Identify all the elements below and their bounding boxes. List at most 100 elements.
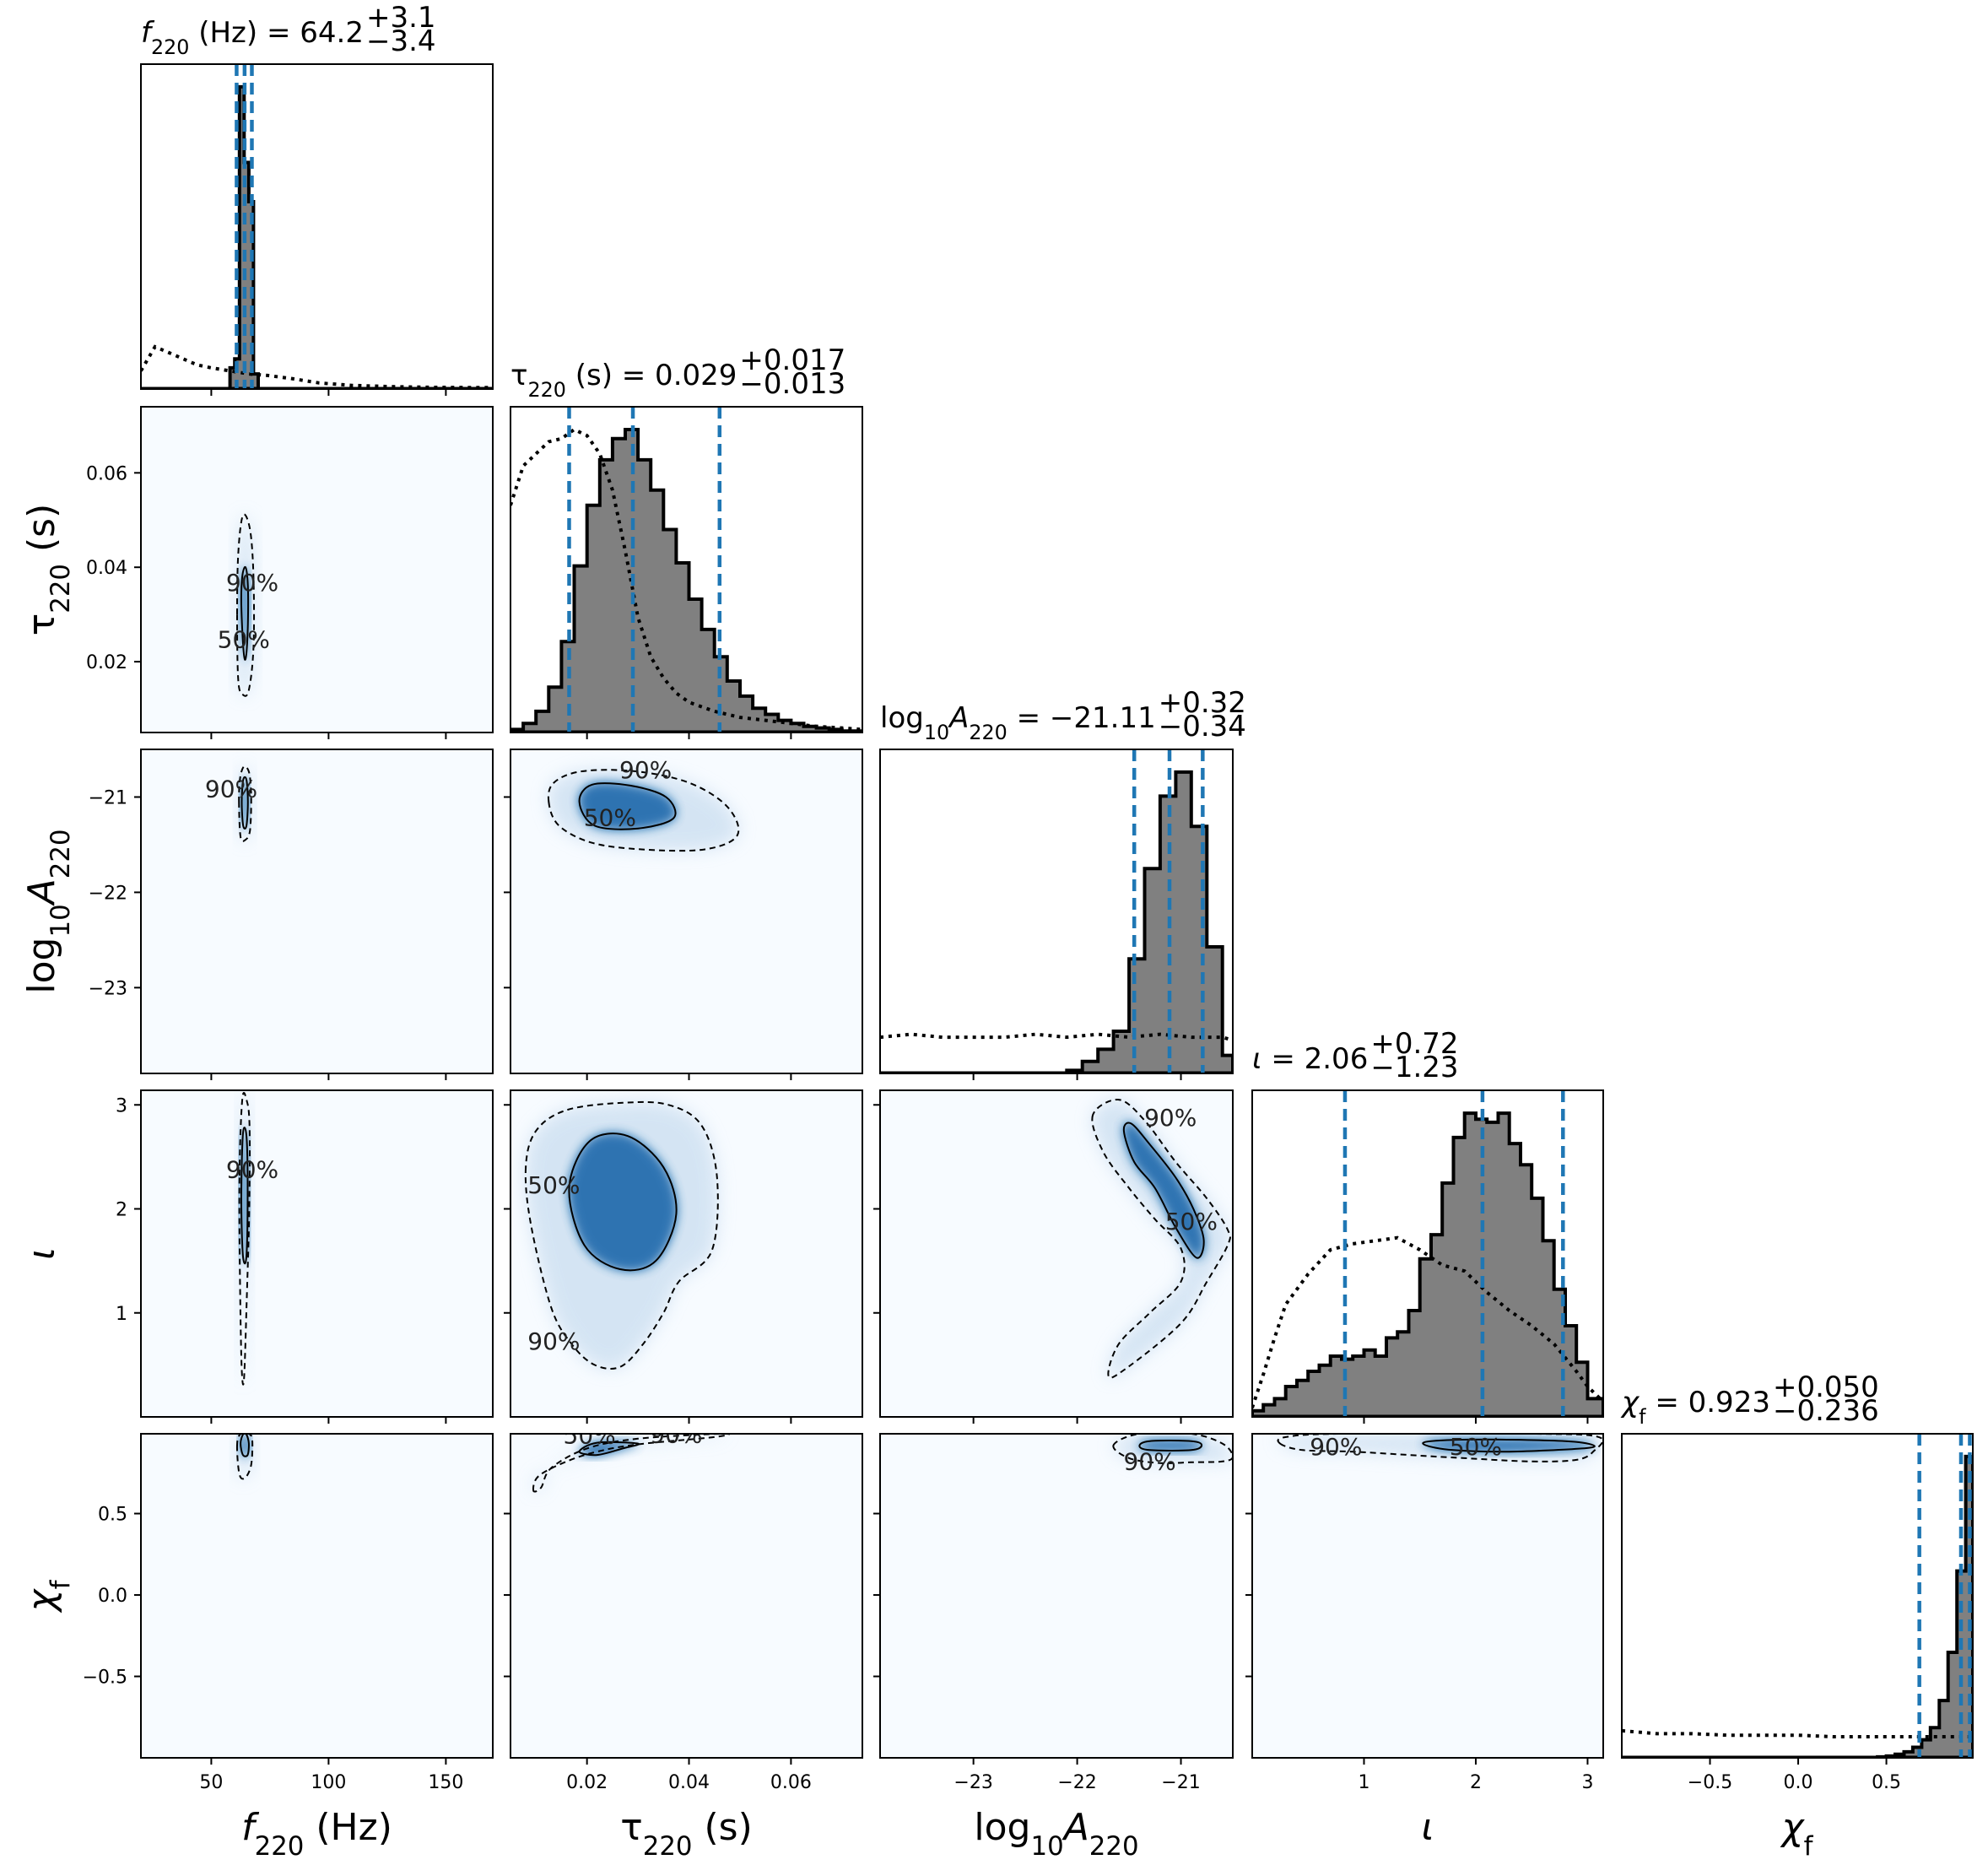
x-tick-label: 50 — [199, 1772, 223, 1793]
panel-frame — [1251, 1089, 1604, 1418]
y-axis-label-chif: χf — [20, 1579, 76, 1613]
y-axis-label-iota: ι — [20, 1247, 63, 1260]
x-tick-label: 0.06 — [770, 1772, 812, 1793]
title-upper-error: +0.017 — [739, 343, 845, 377]
panel-title-logA220: log10A220 = −21.11 — [880, 701, 1156, 744]
hist-panel-tau220: τ220 (s) = 0.029 +0.017−0.013 — [510, 343, 863, 733]
pair-panel-tau220-logA220: 90% 50% — [510, 749, 863, 1074]
y-tick-label: −21 — [89, 787, 127, 808]
prior-hist — [1252, 1235, 1603, 1408]
density-background — [141, 749, 493, 1073]
contour-label-50: 50% — [218, 625, 270, 653]
contour-50 — [240, 776, 249, 830]
contour-50 — [1422, 1438, 1596, 1453]
yticks-logA220-col0: −23 −22 −21 — [89, 787, 141, 999]
x-axis-label-chif: χf — [1780, 1806, 1814, 1862]
y-tick-label: 0.02 — [86, 652, 127, 673]
density-background — [880, 1434, 1233, 1758]
contour-label-90: 90% — [1144, 1104, 1197, 1132]
panel-frame — [510, 1089, 863, 1418]
y-tick-label: 0.04 — [86, 558, 127, 579]
contour-90 — [1277, 1434, 1603, 1462]
contour-50 — [578, 1441, 640, 1457]
pair-panel-f220-chif — [140, 1433, 494, 1759]
panel-frame — [140, 749, 494, 1074]
density-background — [141, 1090, 493, 1417]
yticks-tau220-col0: 0.02 0.04 0.06 — [86, 463, 141, 673]
contour-50 — [578, 782, 677, 830]
x-tick-label: 100 — [311, 1772, 346, 1793]
panel-frame — [879, 749, 1234, 1074]
xticks-tau220-row2 — [586, 1073, 792, 1080]
title-lower-error: −0.34 — [1159, 710, 1246, 743]
xticks-logA220-row4: −23 −22 −21 — [953, 1758, 1201, 1793]
density-outer — [1092, 1100, 1230, 1378]
contour-label-50: 50% — [1165, 1208, 1218, 1235]
y-tick-label: 3 — [116, 1095, 127, 1116]
x-tick-label: 0.04 — [668, 1772, 710, 1793]
xticks-f220-row3 — [210, 1417, 447, 1424]
prior-hist — [880, 1032, 1233, 1042]
hist-panel-chif: χf = 0.923 +0.050−0.236 — [1620, 1370, 1974, 1759]
xticks-f220-row1 — [210, 732, 447, 739]
density-core — [579, 783, 676, 830]
panel-title-iota: ι = 2.06 — [1252, 1042, 1368, 1076]
title-upper-error: +0.050 — [1773, 1370, 1879, 1404]
title-lower-error: −1.23 — [1370, 1051, 1458, 1084]
title-lower-error: −3.4 — [366, 24, 436, 58]
x-tick-label: −22 — [1057, 1772, 1096, 1793]
panel-title-f220: f220 (Hz) = 64.2 — [141, 16, 364, 59]
contour-label-90: 90% — [1124, 1447, 1176, 1475]
hist-panel-iota: ι = 2.06 +0.72−1.23 — [1251, 1027, 1604, 1418]
density-background — [880, 1090, 1233, 1417]
panel-title-chif: χf = 0.923 — [1620, 1386, 1770, 1429]
pair-panel-f220-iota: 90% — [140, 1089, 494, 1418]
contour-90 — [1091, 1099, 1231, 1379]
posterior-hist-fill — [1067, 771, 1233, 1073]
pair-panel-iota-chif: 90% 50% — [1251, 1433, 1604, 1759]
y-axis-label-logA220: log10A220 — [20, 829, 76, 993]
yticks-chif-col2 — [873, 1512, 880, 1678]
contour-label-50: 50% — [564, 1422, 616, 1450]
xticks-f220-row4: 50 100 150 — [199, 1758, 463, 1793]
x-tick-label: 0.02 — [566, 1772, 608, 1793]
panel-title-tau220: τ220 (s) = 0.029 — [511, 359, 737, 402]
contour-50 — [1122, 1122, 1205, 1259]
contour-90 — [235, 513, 256, 697]
contour-label-90: 90% — [226, 1156, 278, 1184]
contour-90 — [1112, 1434, 1233, 1464]
y-tick-label: 0.5 — [98, 1505, 127, 1526]
panel-frame — [510, 749, 863, 1074]
yticks-iota-col0: 1 2 3 — [116, 1095, 141, 1325]
hist-panel-f220: f220 (Hz) = 64.2 +3.1−3.4 — [140, 1, 494, 390]
xticks-tau220-row3 — [586, 1417, 792, 1424]
contour-50 — [240, 1127, 249, 1265]
panel-frame — [1621, 1433, 1974, 1759]
density-core — [569, 1133, 677, 1271]
x-tick-label: 2 — [1470, 1772, 1482, 1793]
density-core — [240, 1434, 249, 1457]
contour-label-50: 50% — [1450, 1433, 1502, 1461]
title-lower-error: −0.236 — [1773, 1394, 1879, 1428]
posterior-hist-fill — [1252, 1113, 1603, 1417]
x-axis-label-tau220: τ220 (s) — [620, 1806, 753, 1862]
panel-frame — [879, 1089, 1234, 1418]
pair-panel-tau220-chif: 90% 50% — [510, 1422, 863, 1759]
contour-label-50: 50% — [584, 803, 636, 831]
panel-frame — [140, 1089, 494, 1418]
x-axis-label-iota: ι — [1422, 1806, 1434, 1849]
density-background — [1252, 1434, 1603, 1758]
xticks-tau220-row1 — [586, 732, 792, 739]
density-core — [241, 776, 248, 829]
yticks-logA220-col1 — [504, 796, 511, 989]
density-core — [1423, 1439, 1595, 1452]
xticks-chif-row4: −0.5 0.0 0.5 — [1688, 1758, 1901, 1793]
posterior-hist-outline — [1065, 770, 1233, 1073]
panel-frame — [140, 406, 494, 733]
xticks-iota-row3 — [1363, 1417, 1589, 1424]
xticks-logA220-row2 — [972, 1073, 1182, 1080]
x-tick-label: 1 — [1358, 1772, 1369, 1793]
density-background — [141, 407, 493, 732]
